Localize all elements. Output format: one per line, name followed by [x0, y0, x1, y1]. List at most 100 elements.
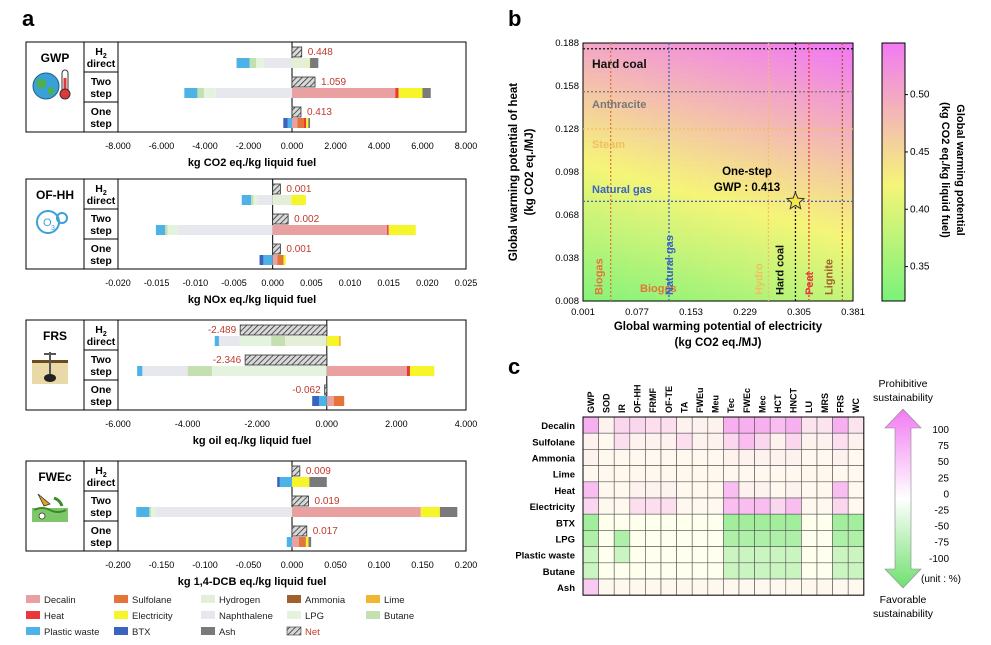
heatmap-cell: [603, 266, 609, 272]
heatmap-cell: [848, 82, 854, 89]
table-cell: [598, 481, 615, 499]
heatmap-cell: [833, 122, 839, 128]
heatmap-cell: [713, 62, 719, 69]
row-label: direct: [87, 195, 116, 207]
heatmap-cell: [798, 57, 804, 64]
heatmap-cell: [583, 107, 589, 114]
table-cell: [645, 449, 662, 466]
heatmap-cell: [798, 82, 804, 89]
heatmap-cell: [718, 261, 724, 267]
heatmap-cell: [628, 266, 634, 272]
heatmap-cell: [603, 47, 609, 54]
heatmap-cell: [688, 211, 694, 218]
heatmap-cell: [798, 72, 804, 79]
heatmap-cell: [628, 92, 634, 99]
heatmap-cell: [793, 67, 799, 74]
heatmap-cell: [778, 176, 784, 183]
heatmap-cell: [638, 77, 644, 84]
heatmap-cell: [673, 92, 679, 99]
heatmap-cell: [798, 47, 804, 54]
heatmap-cell: [728, 276, 734, 282]
column-header: OF-TE: [664, 386, 674, 413]
heatmap-cell: [828, 87, 834, 94]
heatmap-cell: [748, 186, 754, 193]
heatmap-cell: [673, 82, 679, 89]
heatmap-cell: [698, 206, 704, 213]
bar-segment: [263, 58, 292, 68]
heatmap-cell: [678, 261, 684, 267]
heatmap-cell: [768, 72, 774, 79]
heatmap-cell: [813, 127, 819, 133]
table-cell: [754, 513, 771, 531]
heatmap-cell: [653, 266, 659, 272]
scale-top-label: sustainability: [873, 392, 934, 404]
heatmap-cell: [668, 92, 674, 99]
heatmap-cell: [843, 162, 849, 168]
heatmap-cell: [828, 281, 834, 287]
heatmap-cell: [773, 296, 779, 302]
heatmap-cell: [583, 286, 589, 292]
legend-label: Heat: [44, 611, 64, 622]
heatmap-cell: [638, 132, 644, 138]
table-cell: [785, 465, 802, 483]
heatmap-cell: [803, 226, 809, 233]
heatmap-cell: [638, 112, 644, 119]
heatmap-cell: [758, 43, 764, 49]
heatmap-cell: [793, 211, 799, 218]
heatmap-cell: [728, 241, 734, 248]
heatmap-cell: [673, 162, 679, 168]
table-cell: [660, 465, 677, 483]
table-cell: [754, 497, 771, 515]
heatmap-cell: [848, 107, 854, 114]
tick-label: 2.000: [324, 141, 347, 151]
heatmap-cell: [843, 186, 849, 193]
heatmap-cell: [693, 77, 699, 84]
heatmap-cell: [608, 271, 614, 277]
heatmap-cell: [708, 132, 714, 138]
heatmap-cell: [838, 117, 844, 123]
heatmap-cell: [783, 246, 789, 252]
heatmap-cell: [633, 137, 639, 143]
heatmap-cell: [583, 117, 589, 123]
heatmap-cell: [683, 176, 689, 183]
table-cell: [691, 432, 709, 450]
heatmap-cell: [678, 176, 684, 183]
heatmap-cell: [653, 43, 659, 49]
heatmap-cell: [723, 112, 729, 119]
heatmap-cell: [618, 72, 624, 79]
heatmap-cell: [748, 261, 754, 267]
heatmap-cell: [598, 97, 604, 104]
legend-label: Ammonia: [305, 595, 346, 606]
heatmap-cell: [798, 286, 804, 292]
bar-segment: [239, 336, 272, 346]
heatmap-cell: [683, 157, 689, 163]
heatmap-cell: [628, 112, 634, 119]
heatmap-cell: [713, 291, 719, 297]
heatmap-cell: [723, 127, 729, 133]
heatmap-cell: [818, 162, 824, 168]
heatmap-cell: [833, 102, 839, 109]
heatmap-cell: [788, 191, 794, 198]
heatmap-cell: [608, 231, 614, 238]
heatmap-cell: [593, 132, 599, 138]
heatmap-cell: [673, 97, 679, 104]
heatmap-cell: [648, 97, 654, 104]
heatmap-cell: [618, 152, 624, 158]
heatmap-cell: [838, 236, 844, 243]
heatmap-cell: [628, 211, 634, 218]
heatmap-cell: [718, 231, 724, 238]
heatmap-cell: [633, 122, 639, 128]
heatmap-cell: [788, 122, 794, 128]
heatmap-cell: [638, 266, 644, 272]
heatmap-cell: [808, 47, 814, 54]
heatmap-cell: [703, 137, 709, 143]
row-label: step: [90, 118, 112, 130]
heatmap-cell: [823, 281, 829, 287]
heatmap-cell: [748, 157, 754, 163]
heatmap-cell: [608, 67, 614, 74]
heatmap-cell: [748, 256, 754, 262]
table-cell: [816, 546, 833, 564]
x-axis-label: kg CO2 eq./kg liquid fuel: [188, 157, 316, 169]
heatmap-cell: [683, 122, 689, 128]
column-header: GWP: [586, 392, 596, 414]
